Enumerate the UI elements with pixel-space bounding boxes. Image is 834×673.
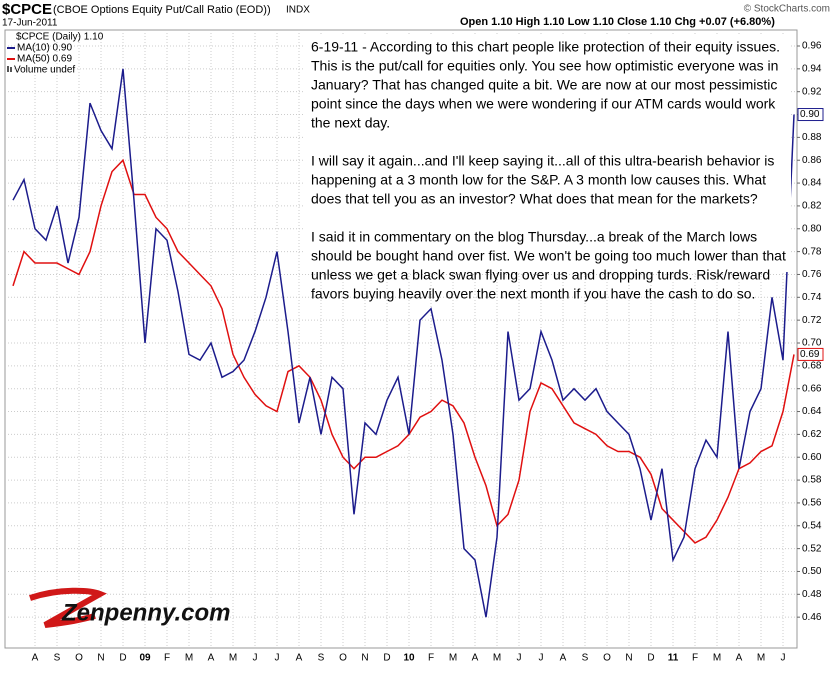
y-tick-label: 0.82 [802,201,822,212]
x-tick-label: A [208,653,215,664]
y-tick-label: 0.50 [802,566,822,577]
annotation-line: I said it in commentary on the blog Thur… [311,229,757,245]
annotation-line: January? That has changed quite a bit. W… [311,77,777,93]
annotation-line: unless we get a black swan flying over u… [311,267,770,283]
x-tick-label: J [781,653,786,664]
legend-entry: MA(50) 0.69 [17,54,72,65]
annotation-line: happening at a 3 month low for the S&P. … [311,172,766,188]
x-tick-label: M [229,653,237,664]
logo: Zenpenny.com [29,587,230,628]
y-tick-label: 0.46 [802,612,822,623]
x-tick-label: M [757,653,765,664]
x-tick-label: A [296,653,303,664]
x-tick-label: 11 [668,653,679,664]
end-label: 0.90 [800,109,820,120]
x-tick-label: O [339,653,347,664]
volume-icon [10,67,12,72]
y-tick-label: 0.64 [802,406,822,417]
x-tick-label: J [275,653,280,664]
lines: 0.69 0.90 [12,68,824,618]
x-tick-label: N [625,653,632,664]
x-tick-label: F [164,653,170,664]
end-label-box [797,347,824,361]
y-tick-label: 0.70 [802,338,822,349]
x-tick-label: D [647,653,654,664]
annotation-line: point since the days when we were wonder… [311,96,776,112]
annotation: 6-19-11 - According to this chart people… [311,39,786,302]
x-tick-label: D [119,653,126,664]
date: 17-Jun-2011 [2,18,58,29]
quote: Open 1.10 High 1.10 Low 1.10 Close 1.10 … [460,16,775,28]
x-tick-label: J [539,653,544,664]
series-line [12,68,795,618]
x-tick-label: M [449,653,457,664]
y-tick-label: 0.48 [802,589,822,600]
y-tick-label: 0.96 [802,41,822,52]
series-line [12,158,795,544]
y-tick-label: 0.72 [802,315,822,326]
annotation-line: should be bought hand over fist. We won'… [311,248,786,264]
credit: © StockCharts.com [744,4,830,15]
end-label-box [797,108,824,122]
annotation-line: does that tell you as an investor? What … [311,191,758,207]
x-tick-label: J [253,653,258,664]
plot-frame [4,29,798,649]
x-tick-label: M [493,653,501,664]
legend-title: $CPCE (Daily) 1.10 [16,32,104,43]
legend: $CPCE (Daily) 1.10 MA(10) 0.90 MA(50) 0.… [7,32,104,76]
x-tick-label: J [517,653,522,664]
x-tick-label: F [692,653,698,664]
y-tick-label: 0.94 [802,63,822,74]
x-tick-label: S [54,653,61,664]
y-tick-label: 0.62 [802,429,822,440]
x-tick-label: D [383,653,390,664]
annotation-line: This is the put/call for equities only. … [311,58,778,74]
x-tick-label: A [560,653,567,664]
y-tick-label: 0.78 [802,246,822,257]
y-tick-label: 0.86 [802,155,822,166]
y-tick-label: 0.52 [802,543,822,554]
y-tick-label: 0.60 [802,452,822,463]
y-tick-label: 0.68 [802,360,822,371]
y-tick-label: 0.54 [802,520,822,531]
x-tick-label: 09 [139,653,151,664]
x-tick-label: 10 [403,653,415,664]
chart-title: (CBOE Options Equity Put/Call Ratio (EOD… [53,4,271,16]
legend-entry: MA(10) 0.90 [17,43,72,54]
y-tick-label: 0.80 [802,223,822,234]
logo-swoosh [29,587,107,628]
x-tick-label: S [582,653,589,664]
x-tick-label: O [75,653,83,664]
x-tick-label: A [736,653,743,664]
exchange: INDX [286,5,310,16]
annotation-line: the next day. [311,115,390,131]
y-tick-label: 0.84 [802,178,822,189]
x-tick-label: M [185,653,193,664]
x-tick-label: N [97,653,104,664]
y-tick-label: 0.88 [802,132,822,143]
volume-icon [7,66,9,72]
x-tick-label: O [603,653,611,664]
x-tick-label: F [428,653,434,664]
y-tick-label: 0.92 [802,86,822,97]
y-tick-label: 0.56 [802,498,822,509]
y-tick-label: 0.58 [802,475,822,486]
annotation-line: favors buying heavily over the next mont… [311,286,755,302]
symbol: $CPCE [2,1,52,18]
volume-note: Volume undef [14,65,75,76]
x-tick-label: A [472,653,479,664]
x-tick-label: A [32,653,39,664]
end-label: 0.69 [800,349,820,360]
x-tick-label: M [713,653,721,664]
y-tick-label: 0.74 [802,292,822,303]
annotation-box [303,34,791,272]
annotation-line: 6-19-11 - According to this chart people… [311,39,780,55]
logo-text: Zenpenny.com [61,599,230,626]
y-tick-label: 0.76 [802,269,822,280]
x-tick-label: S [318,653,325,664]
annotation-line: I will say it again...and I'll keep sayi… [311,153,774,169]
x-tick-label: N [361,653,368,664]
y-tick-label: 0.66 [802,383,822,394]
